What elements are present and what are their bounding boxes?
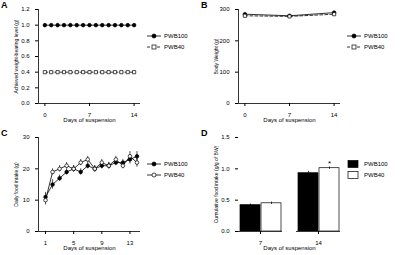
svg-text:0.8: 0.8 <box>21 38 30 44</box>
svg-text:PWB40: PWB40 <box>164 172 185 178</box>
svg-text:PWB40: PWB40 <box>364 172 385 178</box>
svg-text:Days of suspension: Days of suspension <box>263 245 315 251</box>
svg-text:0.0: 0.0 <box>221 228 230 234</box>
svg-text:13: 13 <box>127 240 134 246</box>
html-text:B: B <box>201 0 208 10</box>
svg-text:9: 9 <box>100 239 104 246</box>
svg-text:1.2: 1.2 <box>21 6 30 12</box>
svg-text:1: 1 <box>44 240 48 246</box>
svg-text:Achieved weight-bearing level: Achieved weight-bearing level (g) <box>13 19 19 93</box>
svg-text:PWB100: PWB100 <box>364 161 388 167</box>
svg-text:PWB100: PWB100 <box>164 161 188 167</box>
svg-text:1.0: 1.0 <box>221 166 230 172</box>
svg-text:PWB100: PWB100 <box>364 33 388 39</box>
svg-text:PWB40: PWB40 <box>364 44 385 50</box>
svg-text:30: 30 <box>23 134 30 140</box>
svg-text:10: 10 <box>23 197 30 203</box>
html-text:D: D <box>201 128 208 138</box>
svg-text:7: 7 <box>259 240 263 246</box>
svg-text:200: 200 <box>219 38 230 44</box>
svg-text:1.5: 1.5 <box>221 134 230 140</box>
svg-text:0.4: 0.4 <box>21 69 30 75</box>
svg-text:0: 0 <box>243 112 247 118</box>
svg-text:0.2: 0.2 <box>21 85 30 91</box>
svg-text:1.0: 1.0 <box>21 22 30 28</box>
svg-text:14: 14 <box>131 112 138 118</box>
svg-text:Days of suspension: Days of suspension <box>63 245 115 251</box>
svg-text:7: 7 <box>87 111 92 118</box>
svg-text:Body Weight (g): Body Weight (g) <box>213 38 219 74</box>
svg-text:20: 20 <box>23 166 30 172</box>
svg-text:0.5: 0.5 <box>221 197 230 203</box>
svg-text:0: 0 <box>26 228 30 234</box>
svg-text:0: 0 <box>43 112 47 118</box>
svg-text:Days of suspension: Days of suspension <box>63 117 115 123</box>
html-text:A: A <box>1 0 8 10</box>
svg-text:Cumulative food intake (g/g of: Cumulative food intake (g/g of BW) <box>213 145 219 223</box>
svg-text:PWB100: PWB100 <box>164 33 188 39</box>
svg-text:*: * <box>328 159 331 168</box>
svg-text:7: 7 <box>287 111 292 118</box>
svg-text:0.6: 0.6 <box>21 53 30 59</box>
html-text:C: C <box>1 128 8 138</box>
svg-text:5: 5 <box>72 239 76 246</box>
svg-text:0: 0 <box>226 100 230 106</box>
svg-text:PWB40: PWB40 <box>164 44 185 50</box>
svg-text:14: 14 <box>331 112 338 118</box>
svg-text:Days of suspension: Days of suspension <box>263 117 315 123</box>
svg-text:0.0: 0.0 <box>21 100 30 106</box>
svg-text:Daily food intake (g): Daily food intake (g) <box>13 162 19 207</box>
svg-text:300: 300 <box>219 6 230 12</box>
svg-text:100: 100 <box>219 69 230 75</box>
svg-text:14: 14 <box>315 240 322 246</box>
